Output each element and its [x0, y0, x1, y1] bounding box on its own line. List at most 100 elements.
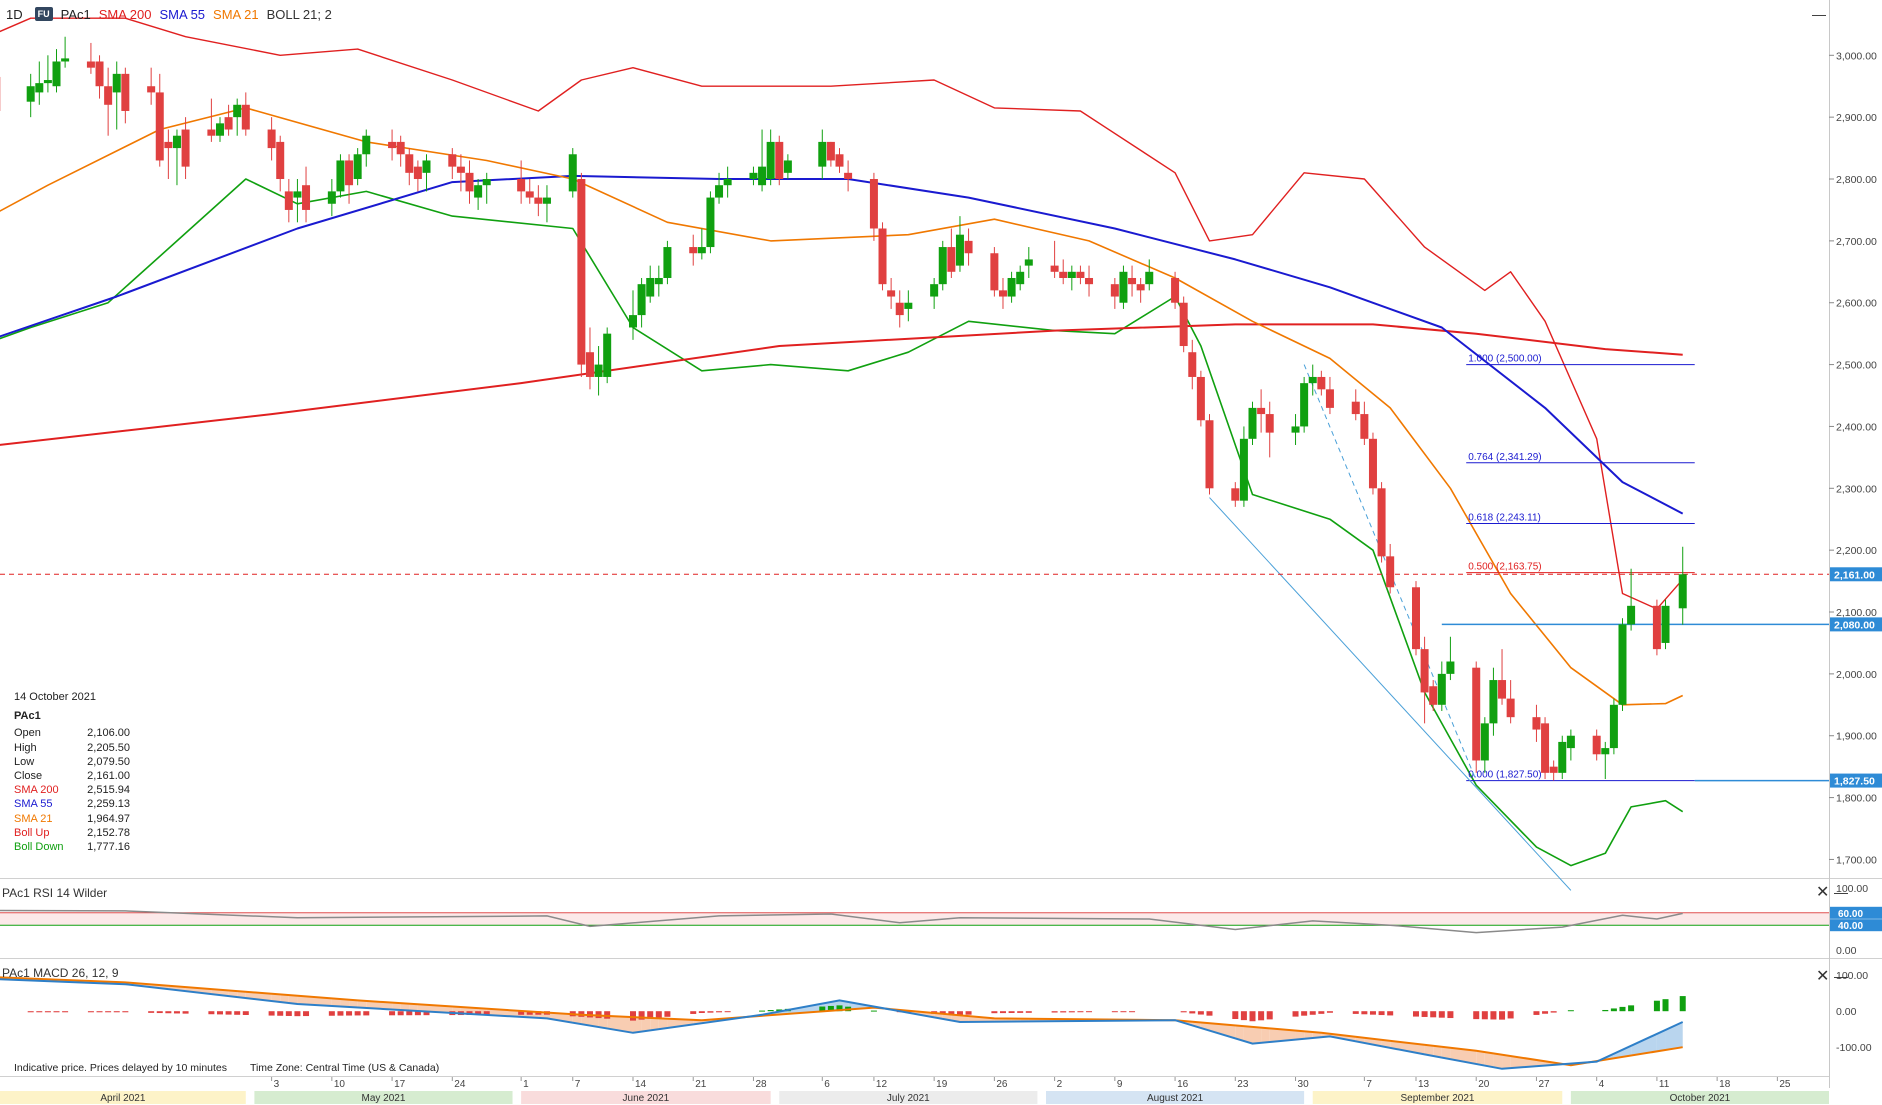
candle-body — [482, 179, 491, 186]
candle-body — [1248, 407, 1257, 439]
candle — [577, 172, 586, 377]
candle-body — [112, 73, 121, 93]
candle-body — [456, 166, 465, 173]
candle-body — [43, 80, 52, 84]
candle — [998, 277, 1007, 309]
candle-body — [1024, 259, 1033, 266]
candle-body — [947, 247, 956, 272]
y-tick-label: 2,800.00 — [1836, 174, 1877, 186]
macd-histogram-bar — [1051, 1011, 1058, 1013]
day-tick-label: 3 — [274, 1079, 280, 1090]
candle-body — [930, 284, 939, 297]
candle-body — [775, 141, 784, 180]
macd-fill — [1656, 1029, 1666, 1052]
candle-body — [1429, 686, 1438, 705]
macd-fill — [288, 995, 298, 1004]
candle-body — [1067, 271, 1076, 278]
macd-histogram-bar — [1628, 1005, 1635, 1012]
candle-body — [603, 333, 612, 377]
candle — [1541, 717, 1550, 780]
candle-body — [35, 83, 44, 93]
candle — [1257, 389, 1266, 433]
candle — [327, 179, 336, 217]
macd-histogram-bar — [156, 1011, 163, 1014]
candle-body — [835, 154, 844, 167]
macd-histogram-bar — [148, 1011, 155, 1013]
macd-histogram-bar — [96, 1011, 103, 1013]
candle-body — [1231, 488, 1240, 501]
info-value: 2,152.78 — [87, 826, 130, 839]
macd-fill — [650, 1017, 659, 1031]
candle-body — [388, 141, 397, 149]
rsi-panel-title: PAc1 RSI 14 Wilder — [2, 886, 108, 900]
legend-sma-55[interactable]: SMA 55 — [159, 6, 206, 22]
candle-body — [1085, 277, 1094, 285]
candle — [1368, 432, 1377, 495]
macd-histogram-bar — [225, 1011, 232, 1015]
candle — [1024, 247, 1033, 278]
candle-body — [1609, 704, 1618, 749]
candle — [1308, 364, 1317, 396]
day-tick-label: 4 — [1599, 1079, 1605, 1090]
candle — [1506, 680, 1515, 724]
candle-body — [542, 197, 551, 204]
macd-fill — [280, 994, 289, 1004]
candle-body — [1351, 401, 1360, 415]
candle — [758, 129, 767, 192]
macd-fill — [1502, 1054, 1511, 1069]
price-tag — [1830, 567, 1882, 582]
rsi-level-tag-label: 60.00 — [1838, 909, 1863, 920]
day-tick-label: 28 — [755, 1079, 767, 1090]
rsi-tick-label: 0.00 — [1836, 945, 1857, 957]
candle — [276, 135, 285, 192]
day-tick-label: 18 — [1719, 1079, 1731, 1090]
legend-sma-21[interactable]: SMA 21 — [213, 6, 259, 22]
info-value: 2,259.13 — [87, 798, 130, 811]
day-tick-label: 7 — [1366, 1079, 1372, 1090]
legend-sma-200[interactable]: SMA 200 — [98, 6, 152, 22]
macd-histogram-bar — [664, 1011, 671, 1017]
candle — [1386, 543, 1395, 594]
candle — [1059, 259, 1068, 285]
macd-fill — [1613, 1049, 1623, 1059]
candle — [1678, 546, 1687, 625]
macd-fill — [641, 1017, 651, 1032]
macd-minimize-icon[interactable]: — — [1834, 968, 1848, 984]
candle-body — [1016, 271, 1025, 285]
candle-body — [818, 141, 827, 167]
candle — [568, 148, 577, 198]
timeframe-label[interactable]: 1D — [6, 6, 23, 22]
macd-fill — [667, 1018, 694, 1028]
day-tick-label: 19 — [936, 1079, 948, 1090]
rsi-close-icon[interactable]: ✕ — [1816, 884, 1830, 901]
macd-histogram-bar — [1326, 1011, 1333, 1013]
candle — [172, 129, 181, 186]
macd-histogram-bar — [819, 1006, 826, 1012]
minimize-icon[interactable]: — — [1812, 6, 1826, 22]
sma-55-line — [0, 174, 1684, 515]
macd-close-icon[interactable]: ✕ — [1816, 968, 1830, 985]
candle-body — [215, 123, 224, 136]
rsi-minimize-icon[interactable]: — — [1834, 884, 1848, 900]
day-tick-label: 25 — [1779, 1079, 1791, 1090]
candle — [637, 277, 646, 328]
info-label: Open — [14, 727, 41, 740]
candle-body — [207, 129, 216, 136]
macd-fill — [1424, 1044, 1434, 1056]
candle — [1076, 265, 1085, 285]
candle-body — [155, 92, 164, 161]
rsi-level-tag-label: 40.00 — [1838, 921, 1863, 932]
candle-body — [1188, 352, 1197, 377]
candle-body — [353, 154, 362, 180]
candle — [1136, 277, 1145, 303]
candle — [422, 154, 431, 192]
candle — [1248, 401, 1257, 445]
candle — [1351, 389, 1360, 421]
candle — [835, 148, 844, 173]
candle — [1196, 370, 1205, 427]
legend-boll[interactable]: BOLL 21; 2 — [266, 6, 332, 22]
symbol-label[interactable]: PAc1 — [60, 6, 91, 22]
info-row: Boll Down 1,777.16 — [14, 840, 134, 854]
candle — [164, 129, 173, 180]
